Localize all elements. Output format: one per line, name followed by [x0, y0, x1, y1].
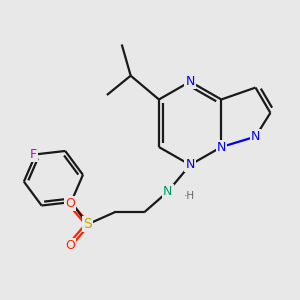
- Text: F: F: [30, 148, 37, 161]
- Text: O: O: [65, 238, 75, 252]
- Text: N: N: [185, 75, 195, 88]
- Text: N: N: [217, 140, 226, 154]
- Text: O: O: [65, 197, 75, 210]
- Text: N: N: [251, 130, 260, 143]
- Text: S: S: [83, 217, 92, 231]
- Text: N: N: [163, 185, 172, 198]
- Text: N: N: [185, 158, 195, 171]
- Text: ·H: ·H: [184, 191, 195, 201]
